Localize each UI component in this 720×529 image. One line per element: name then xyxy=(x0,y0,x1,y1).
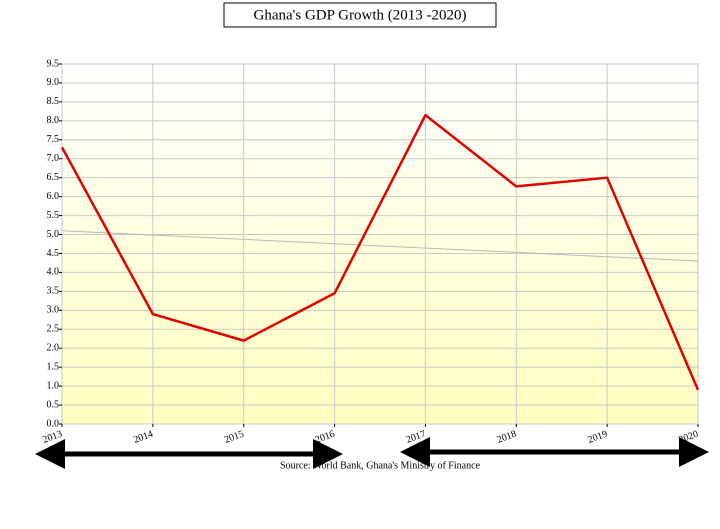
y-tick-label: 2.0 xyxy=(47,343,60,354)
y-tick-label: 4.5 xyxy=(47,248,60,259)
x-tick-label: 2018 xyxy=(496,429,519,446)
x-tick-label: 2014 xyxy=(132,429,155,446)
y-tick-label: 4.0 xyxy=(47,267,60,278)
y-tick-label: 8.5 xyxy=(47,96,60,107)
y-tick-label: 7.0 xyxy=(47,153,60,164)
x-tick-label: 2016 xyxy=(314,429,337,446)
y-tick-label: 9.0 xyxy=(47,77,60,88)
y-tick-label: 5.0 xyxy=(47,229,60,240)
y-tick-label: 2.5 xyxy=(47,324,60,335)
data-line xyxy=(60,113,700,391)
title-box xyxy=(223,2,497,28)
y-tick-label: 1.5 xyxy=(47,361,60,372)
x-tick-label: 2017 xyxy=(405,429,428,446)
y-tick-label: 6.5 xyxy=(47,172,60,183)
x-tick-label: 2013 xyxy=(41,429,64,446)
plot-area xyxy=(61,63,699,425)
source-note: Source: World Bank, Ghana's Ministry of … xyxy=(280,460,481,471)
trend-line xyxy=(61,230,699,262)
y-tick-label: 5.5 xyxy=(47,210,60,221)
x-tick-label: 2019 xyxy=(586,429,609,446)
y-tick-label: 7.5 xyxy=(47,134,60,145)
y-tick-label: 0.5 xyxy=(47,399,60,410)
x-tick-label: 2020 xyxy=(677,429,700,446)
y-tick-label: 3.5 xyxy=(47,286,60,297)
y-tick-label: 1.0 xyxy=(47,380,60,391)
x-tick-label: 2015 xyxy=(223,429,246,446)
y-tick-label: 0.0 xyxy=(47,418,60,429)
chart-title: Ghana's GDP Growth (2013 -2020) xyxy=(254,7,467,23)
y-tick-label: 3.0 xyxy=(47,305,60,316)
y-tick-label: 8.0 xyxy=(47,115,60,126)
y-tick-label: 9.5 xyxy=(47,58,60,69)
y-tick-label: 6.0 xyxy=(47,191,60,202)
